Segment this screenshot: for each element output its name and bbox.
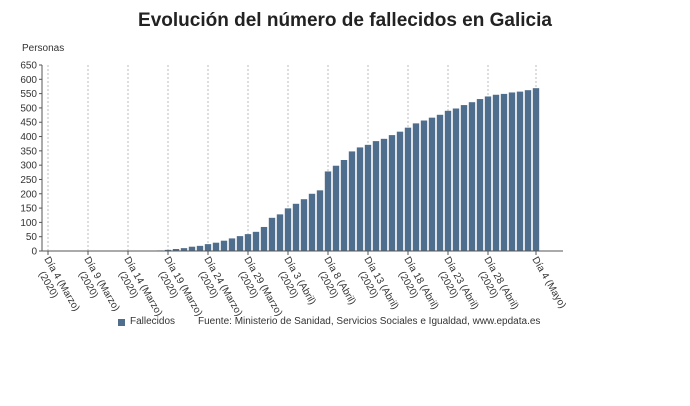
x-tick-label: Día 18 (Abril)(2020) (391, 255, 440, 318)
bar (492, 94, 500, 251)
bar (172, 248, 180, 251)
y-tick-label: 450 (20, 118, 37, 129)
bar (396, 131, 404, 251)
bar (284, 208, 292, 251)
x-tick-label: Día 23 (Abril)(2020) (431, 255, 480, 318)
x-tick-label: Día 28 (Abril)(2020) (471, 255, 520, 318)
bar (372, 141, 380, 251)
bar (468, 102, 476, 251)
bar (412, 123, 420, 251)
bar (340, 160, 348, 251)
bar (212, 242, 220, 251)
y-tick-label: 50 (26, 232, 38, 243)
bar (460, 105, 468, 251)
y-tick-label: 100 (20, 218, 37, 229)
bar (188, 246, 196, 251)
bar (164, 249, 172, 251)
bar (420, 120, 428, 251)
y-tick-label: 250 (20, 175, 37, 186)
legend-label: Fallecidos (130, 316, 175, 327)
y-tick-label: 400 (20, 132, 37, 143)
bar (276, 214, 284, 251)
bar (452, 108, 460, 251)
bar (324, 171, 332, 251)
bar (524, 90, 532, 251)
bar (516, 91, 524, 251)
x-tick-label: Día 14 (Marzo)(2020) (111, 255, 164, 324)
bar (348, 151, 356, 251)
bar (428, 117, 436, 251)
bar (180, 248, 188, 251)
x-tick-label: Día 4 (Mayo) (529, 255, 567, 311)
x-tick-label: Día 13 (Abril)(2020) (351, 255, 400, 318)
bar (388, 135, 396, 251)
x-tick-label: Día 4 (Marzo)(2020) (31, 255, 81, 319)
chart-title: Evolución del número de fallecidos en Ga… (138, 10, 552, 31)
y-tick-label: 300 (20, 161, 37, 172)
bar (404, 127, 412, 251)
bar (356, 147, 364, 251)
bar (500, 93, 508, 251)
x-tick-label: Día 9 (Marzo)(2020) (71, 255, 121, 319)
bar (508, 92, 516, 252)
bar (476, 99, 484, 251)
legend-swatch (118, 319, 125, 326)
y-axis-label: Personas (22, 43, 64, 54)
bar (380, 138, 388, 251)
bar (196, 245, 204, 251)
y-tick-label: 600 (20, 75, 37, 86)
bar (252, 231, 260, 251)
bar (364, 144, 372, 251)
y-tick-label: 150 (20, 204, 37, 215)
bar (292, 203, 300, 251)
bar (300, 199, 308, 251)
bar (308, 193, 316, 251)
bar (260, 226, 268, 251)
bar (204, 244, 212, 251)
x-tick-label: Día 8 (Abril)(2020) (311, 255, 358, 313)
y-tick-label: 350 (20, 146, 37, 157)
y-tick-label: 200 (20, 189, 37, 200)
bar (436, 114, 444, 251)
bar (532, 88, 540, 251)
bar (228, 238, 236, 251)
bar (268, 217, 276, 251)
bar (484, 96, 492, 251)
y-tick-label: 500 (20, 103, 37, 114)
y-tick-label: 550 (20, 89, 37, 100)
bar (444, 110, 452, 252)
bar (220, 240, 228, 251)
y-tick-label: 650 (20, 61, 37, 72)
bar (316, 190, 324, 251)
bar (236, 236, 244, 251)
y-tick-label: 0 (31, 247, 37, 258)
bar (244, 234, 252, 251)
source: Fuente: Ministerio de Sanidad, Servicios… (198, 316, 540, 327)
bar (332, 165, 340, 251)
